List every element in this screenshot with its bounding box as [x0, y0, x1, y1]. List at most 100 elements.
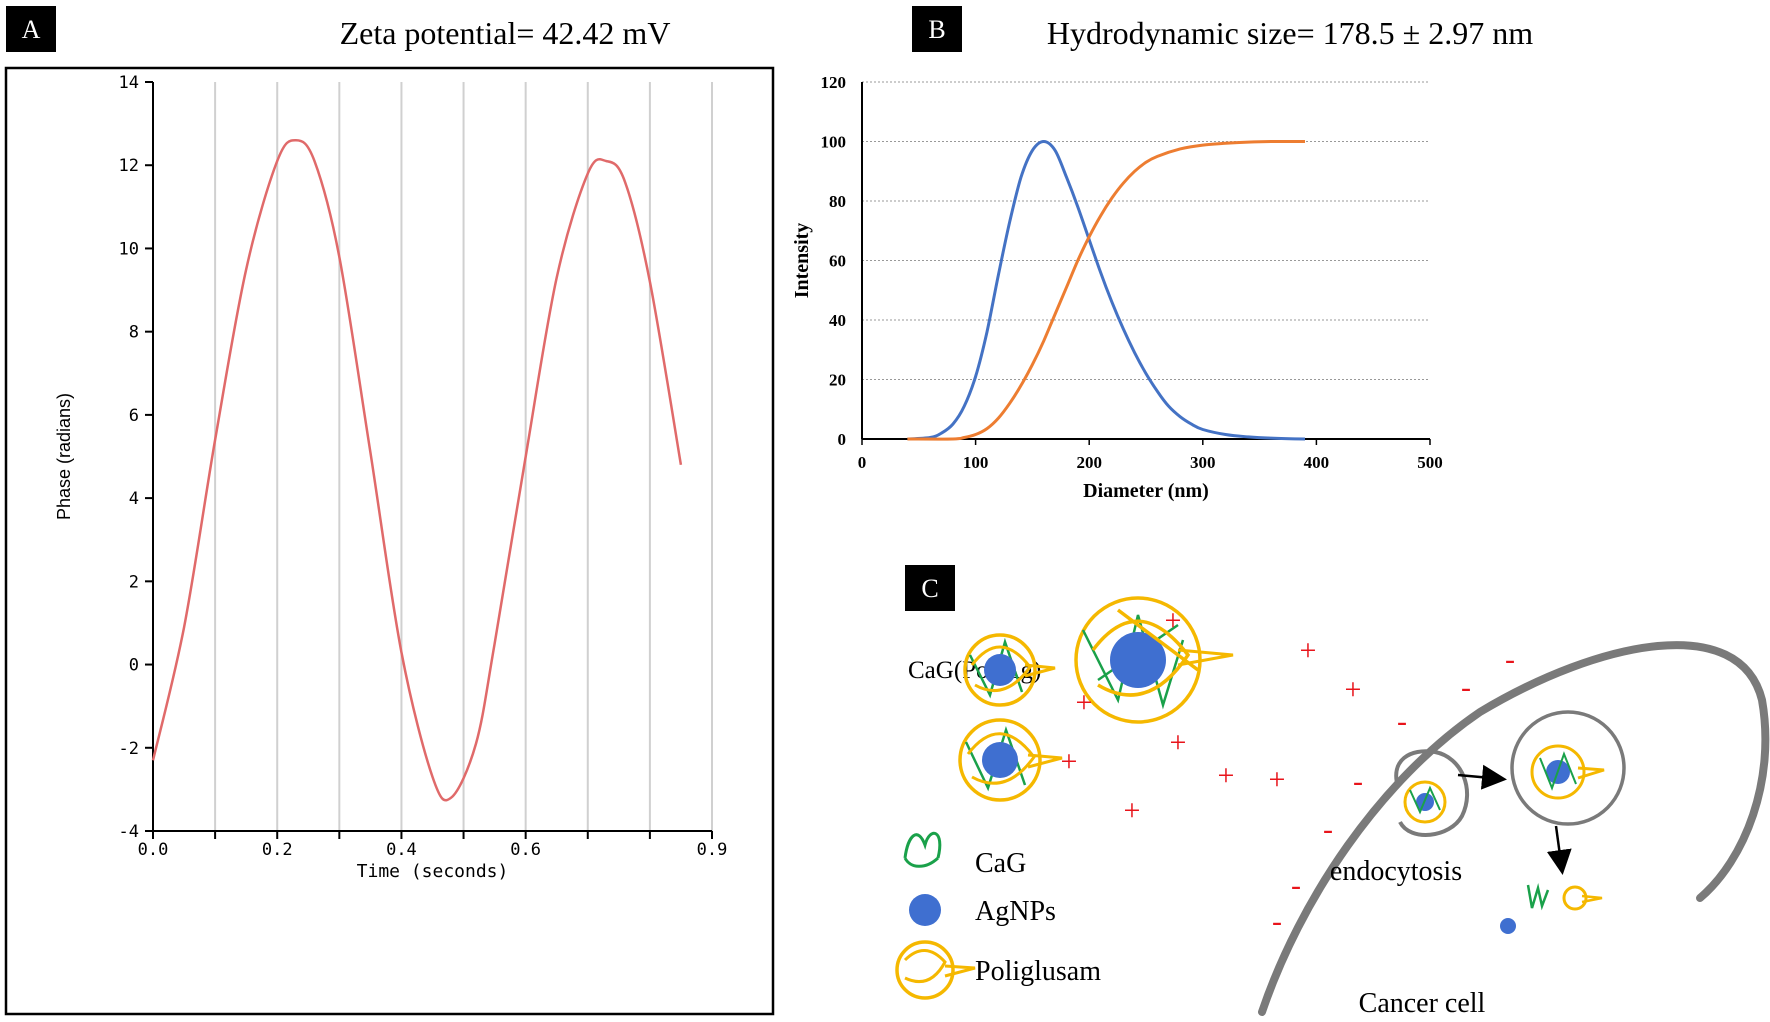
negative-charge: - — [1291, 869, 1301, 902]
panel-b: B Hydrodynamic size= 178.5 ± 2.97 nm 0 20… — [791, 6, 1533, 502]
arrow-to-endosome — [1457, 764, 1507, 790]
legend-label-cag: CaG — [975, 848, 1026, 879]
panel-b-label: B — [928, 15, 945, 44]
x-tick-label: 0 — [858, 453, 867, 472]
agnp-core — [984, 654, 1016, 686]
positive-charges: + + + + + + + + + — [1061, 604, 1362, 827]
poliglusam-strand — [1091, 608, 1200, 697]
nanoparticle-complex — [958, 718, 1063, 802]
y-tick-label: 100 — [821, 133, 847, 152]
poliglusam-coil — [958, 718, 1042, 802]
endosome — [1510, 710, 1626, 826]
y-tick-label: 80 — [829, 192, 846, 211]
legend-label-poliglusam: Poliglusam — [975, 956, 1101, 987]
x-tick-label: 400 — [1304, 453, 1330, 472]
size-distribution-chart: 0 20 40 60 80 100 120 0 100 200 300 400 500 Diameter … — [791, 73, 1443, 502]
y-tick-label: -2 — [119, 739, 139, 759]
positive-charge: + — [1218, 759, 1235, 792]
x-tick-label: 0.2 — [262, 840, 293, 860]
poliglusam-tail — [1177, 648, 1234, 667]
cag-strand — [1539, 751, 1577, 791]
cell-membrane — [1258, 641, 1770, 1016]
panel-c: C Cancer cell CaG(Pol/Ag) — [895, 565, 1770, 1019]
positive-charge: + — [1300, 634, 1317, 667]
negative-charge: - — [1323, 813, 1333, 846]
x-axis-label: Diameter (nm) — [1083, 480, 1209, 502]
poliglusam-coil — [963, 633, 1037, 707]
released-cag-icon — [1526, 883, 1550, 911]
cag-icon — [903, 831, 942, 868]
x-tick-label: 100 — [963, 453, 989, 472]
y-tick-label: 8 — [129, 323, 139, 343]
arrow-to-release — [1546, 825, 1572, 875]
x-tick-label: 0.4 — [386, 840, 417, 860]
x-tick-label: 0.0 — [138, 840, 169, 860]
agnp-icon — [909, 894, 941, 926]
panel-a-title: Zeta potential= 42.42 mV — [340, 15, 671, 51]
panel-a-label-box — [6, 6, 56, 52]
y-tick-label: 0 — [129, 656, 139, 676]
released-agnp-icon — [1500, 918, 1516, 934]
nanoparticle-complex — [963, 633, 1056, 707]
cancer-cell-label: Cancer cell — [1359, 988, 1486, 1019]
y-tick-label: 14 — [119, 73, 139, 93]
nanoparticle-complex — [1074, 596, 1234, 724]
panel-b-label-box — [912, 6, 962, 52]
poliglusam-tail — [1027, 753, 1063, 769]
x-axis-label: Time (seconds) — [357, 861, 509, 882]
cag-strand — [1409, 785, 1441, 815]
x-tick-label: 200 — [1076, 453, 1102, 472]
endocytosis-label: endocytosis — [1330, 856, 1462, 887]
negative-charge: - — [1353, 765, 1363, 798]
y-tick-label: 12 — [119, 156, 139, 176]
x-tick-label: 300 — [1190, 453, 1216, 472]
negative-charge: - — [1397, 705, 1407, 738]
panel-a-frame — [4, 66, 775, 1016]
series-line-cumulative — [907, 139, 1306, 441]
y-tick-label: 60 — [829, 252, 846, 271]
panel-a: A Zeta potential= 42.42 mV -4 -2 0 2 4 6 8 10 12… — [4, 6, 775, 1016]
positive-charge: + — [1061, 745, 1078, 778]
released-poliglusam-icon — [1562, 885, 1588, 911]
negative-charge: - — [1461, 671, 1471, 704]
poliglusam-tail — [1577, 766, 1605, 780]
series-line-phase — [151, 139, 683, 802]
y-tick-label: 2 — [129, 572, 139, 592]
poliglusam-icon — [895, 940, 976, 1000]
negative-charges: - - - - - - - — [1272, 643, 1515, 938]
positive-charge: + — [1269, 763, 1286, 796]
y-tick-label: -4 — [119, 822, 139, 842]
x-tick-label: 0.6 — [510, 840, 541, 860]
panel-c-label-box — [905, 565, 955, 611]
y-tick-label: 40 — [829, 311, 846, 330]
y-tick-label: 4 — [129, 489, 139, 509]
y-tick-label: 120 — [821, 73, 847, 92]
poliglusam-tail — [1024, 663, 1056, 678]
endosome-membrane — [1510, 710, 1626, 826]
poliglusam-coil — [1403, 780, 1447, 824]
positive-charge: + — [1165, 604, 1182, 637]
positive-charge: + — [1170, 726, 1187, 759]
positive-charge: + — [1076, 686, 1093, 719]
released-poliglusam-tail — [1581, 894, 1603, 904]
agnp-core — [1110, 632, 1166, 688]
poliglusam-coil — [1530, 744, 1586, 800]
y-tick-label: 20 — [829, 371, 846, 390]
y-tick-label: 10 — [119, 239, 139, 259]
phase-chart: -4 -2 0 2 4 6 8 10 12 14 0.0 0.2 0.4 0.6 0.9 Time (seco… — [54, 73, 727, 882]
negative-charge: - — [1505, 643, 1515, 676]
y-tick-label: 6 — [129, 406, 139, 426]
x-tick-label: 0.9 — [697, 840, 728, 860]
legend: CaG AgNPs Poliglusam — [895, 831, 1101, 1000]
series-line-intensity — [907, 139, 1306, 441]
panel-a-label: A — [22, 15, 41, 44]
negative-charge: - — [1272, 905, 1282, 938]
y-axis-label: Phase (radians) — [54, 393, 74, 520]
y-axis-label: Intensity — [791, 223, 813, 299]
vesicle-membrane — [1394, 749, 1470, 837]
y-tick-label: 0 — [838, 430, 847, 449]
panel-b-title: Hydrodynamic size= 178.5 ± 2.97 nm — [1047, 15, 1533, 51]
positive-charge: + — [1124, 794, 1141, 827]
endocytic-vesicle — [1394, 749, 1470, 837]
